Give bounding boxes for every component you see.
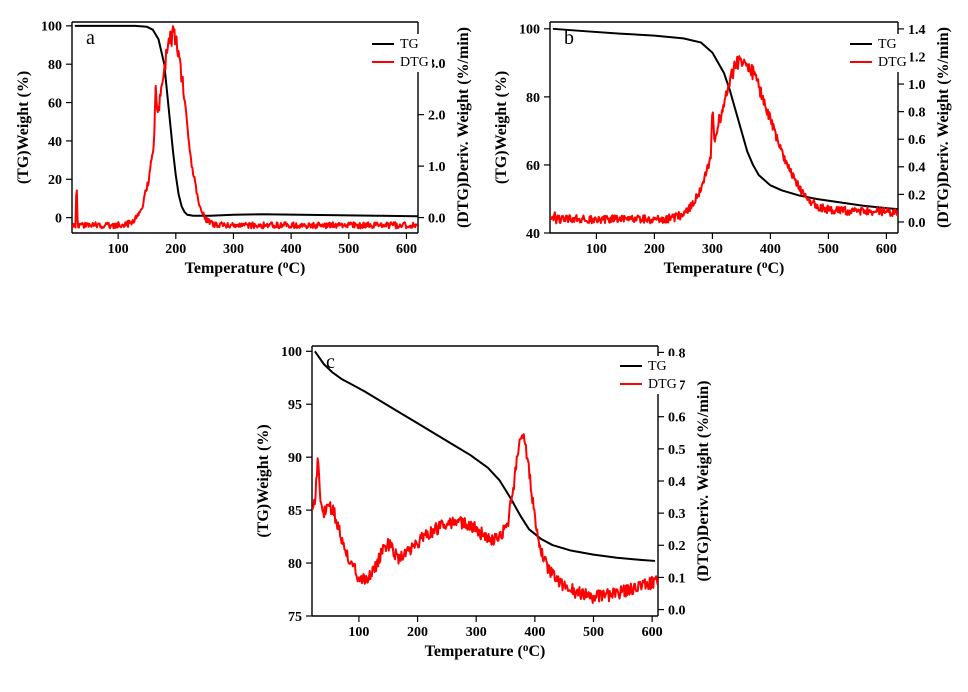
legend-label: TG xyxy=(648,359,667,374)
yr-tick-label: 0.1 xyxy=(668,571,686,586)
x-tick-label: 200 xyxy=(165,242,186,257)
x-tick-label: 500 xyxy=(818,242,839,257)
panel-b: 100 200 300 400 500 600 40 60 80 100 0.0 0.2 0.4 0.6 0… xyxy=(488,8,960,283)
legend-label: DTG xyxy=(648,377,677,392)
yr-tick-label: 0.3 xyxy=(668,507,686,522)
panel-c: 100 200 300 400 500 600 75 80 85 90 95 100 0.0 0.1 0.2… xyxy=(240,330,730,670)
legend-label: DTG xyxy=(400,55,429,70)
y-left-label: (TG)Weight (%) xyxy=(493,71,510,184)
yr-tick-label: 0.6 xyxy=(908,133,926,148)
panel-letter: b xyxy=(564,27,574,49)
y-right-label: (DTG)Deriv. Weight (%/min) xyxy=(935,27,952,228)
x-tick-label: 100 xyxy=(108,242,129,257)
chart-a: 1002003004005006000204060801000.01.02.03… xyxy=(10,8,480,283)
x-axis-label: Temperature (oC) xyxy=(185,259,306,277)
x-tick-label: 200 xyxy=(407,625,428,640)
x-tick-label: 200 xyxy=(644,242,665,257)
yl-tick-label: 80 xyxy=(288,557,302,572)
legend-label: DTG xyxy=(878,55,907,70)
yl-tick-label: 85 xyxy=(288,504,302,519)
yr-tick-label: 1.2 xyxy=(908,50,926,65)
yr-tick-label: 0.0 xyxy=(908,216,926,231)
yl-tick-label: 20 xyxy=(48,173,62,188)
yl-tick-label: 40 xyxy=(48,135,62,150)
yl-tick-label: 90 xyxy=(288,451,302,466)
yl-tick-label: 40 xyxy=(526,227,540,242)
yl-tick-label: 75 xyxy=(288,610,302,625)
x-tick-label: 300 xyxy=(466,625,487,640)
y-right-label: (DTG)Deriv. Weight (%/min) xyxy=(455,27,472,228)
yl-tick-label: 95 xyxy=(288,398,302,413)
yl-tick-label: 100 xyxy=(41,20,62,35)
yr-tick-label: 0.2 xyxy=(908,188,926,203)
yr-tick-label: 1.0 xyxy=(908,78,926,93)
legend-label: TG xyxy=(400,37,419,52)
y-right-label: (DTG)Deriv. Weight (%/min) xyxy=(695,380,712,581)
yr-tick-label: 2.0 xyxy=(428,109,446,124)
panel-letter: c xyxy=(326,351,335,373)
yl-tick-label: 80 xyxy=(526,91,540,106)
x-tick-label: 300 xyxy=(702,242,723,257)
x-tick-label: 600 xyxy=(396,242,417,257)
x-tick-label: 400 xyxy=(524,625,545,640)
yr-tick-label: 0.4 xyxy=(668,475,686,490)
yl-tick-label: 0 xyxy=(55,212,62,227)
yl-tick-label: 60 xyxy=(48,96,62,111)
yr-tick-label: 0.0 xyxy=(668,603,686,618)
yr-tick-label: 0.2 xyxy=(668,539,686,554)
yr-tick-label: 1.4 xyxy=(908,23,926,38)
tg-line xyxy=(315,351,655,561)
dtg-line xyxy=(312,434,658,603)
x-tick-label: 600 xyxy=(642,625,663,640)
yl-tick-label: 60 xyxy=(526,159,540,174)
panel-a: 1002003004005006000204060801000.01.02.03… xyxy=(10,8,480,283)
y-left-label: (TG)Weight (%) xyxy=(255,424,272,537)
x-tick-label: 400 xyxy=(281,242,302,257)
dtg-line xyxy=(550,56,897,223)
y-left-label: (TG)Weight (%) xyxy=(15,71,32,184)
x-tick-label: 400 xyxy=(760,242,781,257)
x-tick-label: 600 xyxy=(876,242,897,257)
yr-tick-label: 0.8 xyxy=(908,106,926,121)
legend-label: TG xyxy=(878,37,897,52)
yr-tick-label: 0.4 xyxy=(908,161,926,176)
x-axis-label: Temperature (oC) xyxy=(425,642,546,660)
yr-tick-label: 0.6 xyxy=(668,411,686,426)
x-tick-label: 300 xyxy=(223,242,244,257)
yl-tick-label: 80 xyxy=(48,58,62,73)
x-tick-label: 500 xyxy=(583,625,604,640)
x-axis-label: Temperature (oC) xyxy=(664,259,785,277)
x-tick-label: 500 xyxy=(338,242,359,257)
yl-tick-label: 100 xyxy=(519,23,540,38)
yl-tick-label: 100 xyxy=(281,345,302,360)
x-tick-label: 100 xyxy=(348,625,369,640)
panel-letter: a xyxy=(86,27,95,49)
chart-c: 100 200 300 400 500 600 75 80 85 90 95 100 0.0 0.1 0.2… xyxy=(240,330,730,670)
chart-b: 100 200 300 400 500 600 40 60 80 100 0.0 0.2 0.4 0.6 0… xyxy=(488,8,960,283)
yr-tick-label: 1.0 xyxy=(428,160,446,175)
yr-tick-label: 0.5 xyxy=(668,443,686,458)
yr-tick-label: 0.0 xyxy=(428,211,446,226)
figure-root: 100 200 300 400 500 600 0 20 40 60 80 100 0.0 1.0 2.0 3… xyxy=(0,0,968,692)
x-tick-label: 100 xyxy=(586,242,607,257)
